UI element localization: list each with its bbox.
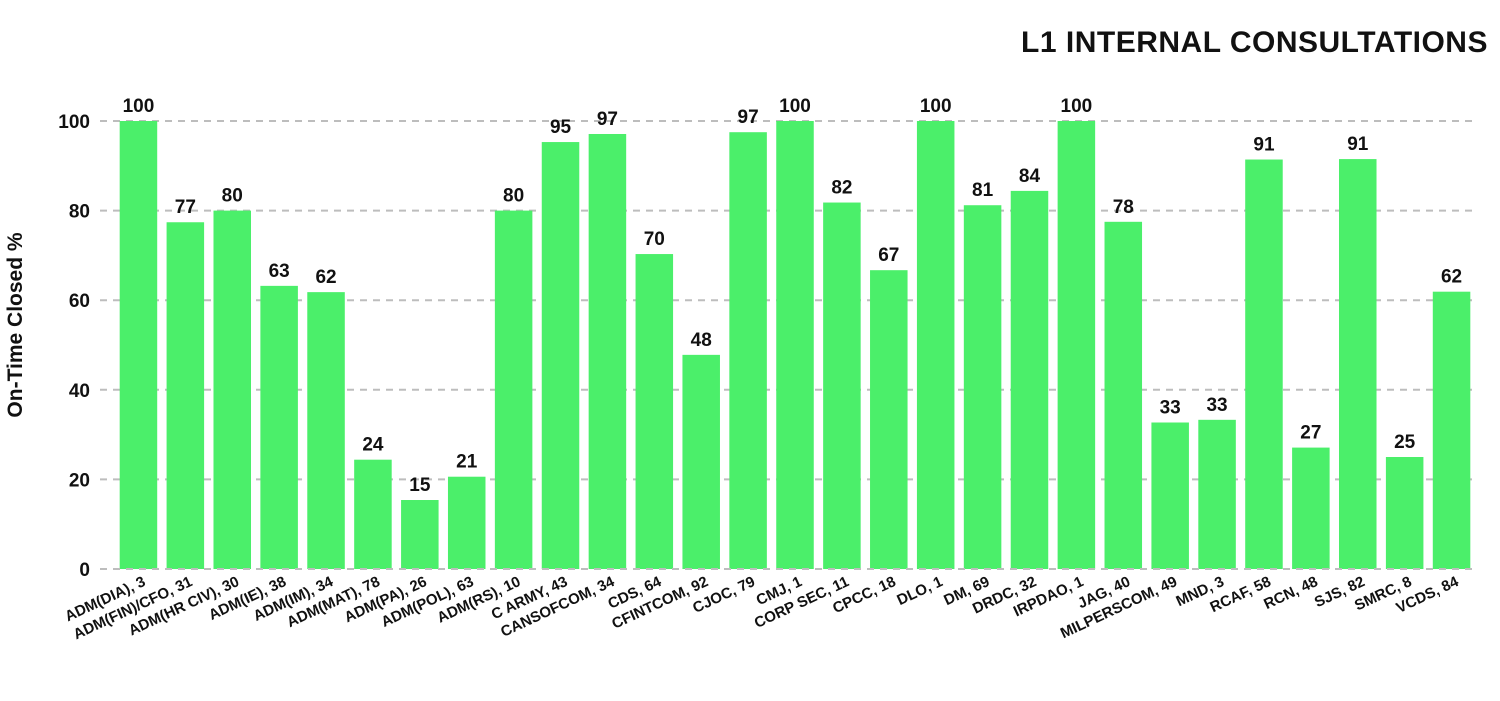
data-label: 21 (456, 452, 478, 473)
bar (1385, 457, 1424, 569)
y-tick-label: 20 (69, 470, 90, 491)
bar (119, 121, 158, 569)
data-label: 48 (691, 330, 712, 351)
y-axis-label: On-Time Closed % (4, 232, 27, 417)
data-label: 67 (878, 245, 899, 266)
y-tick-label: 60 (69, 291, 90, 312)
data-label: 63 (269, 261, 290, 282)
data-label: 100 (779, 96, 811, 117)
bar (1104, 221, 1143, 570)
data-label: 100 (920, 96, 952, 117)
data-label: 25 (1394, 432, 1416, 453)
data-label: 97 (597, 109, 618, 130)
bar (166, 222, 205, 570)
bar (963, 205, 1002, 569)
x-tick-label: DLO, 1 (894, 573, 945, 609)
data-label: 78 (1113, 197, 1134, 218)
y-tick-label: 100 (58, 112, 90, 133)
data-label: 84 (1019, 166, 1041, 187)
x-tick-label: RCN, 48 (1261, 573, 1320, 613)
y-tick-label: 80 (69, 202, 90, 223)
data-label: 80 (503, 186, 524, 207)
data-label: 100 (123, 96, 155, 117)
bar (1151, 422, 1189, 569)
bar (1339, 159, 1377, 569)
bar (307, 292, 345, 569)
data-label: 24 (362, 435, 384, 456)
chart-title: L1 INTERNAL CONSULTATIONS (1021, 26, 1488, 59)
bar (682, 354, 720, 569)
bar (776, 121, 814, 569)
bar (494, 210, 533, 569)
data-label: 97 (738, 107, 759, 128)
data-label: 27 (1300, 423, 1321, 444)
bar (729, 132, 767, 569)
data-label: 91 (1347, 134, 1369, 155)
bar (1010, 190, 1049, 569)
data-label: 82 (831, 178, 852, 199)
bar (1198, 419, 1236, 569)
bars (119, 121, 1471, 570)
bar (870, 270, 908, 569)
data-label: 33 (1160, 398, 1181, 419)
bar (541, 142, 580, 569)
bar (823, 202, 861, 569)
data-label: 95 (550, 117, 572, 138)
data-labels: 100 77 80 63 62 24 15 21 80 95 97 70 48 97 100 82 67 100 8… (123, 96, 1463, 496)
data-label: 62 (315, 267, 336, 288)
data-label: 100 (1061, 96, 1093, 117)
bar (260, 285, 298, 569)
data-label: 70 (644, 229, 665, 250)
bar (916, 121, 955, 569)
bar (1432, 291, 1471, 569)
data-label: 33 (1206, 395, 1227, 416)
data-label: 15 (409, 475, 431, 496)
bar (588, 133, 627, 569)
data-label: 81 (972, 180, 994, 201)
bar (213, 210, 251, 569)
y-tick-label: 0 (79, 560, 90, 581)
data-label: 91 (1253, 135, 1275, 156)
bar (447, 476, 486, 569)
bar (1245, 159, 1283, 569)
bar (401, 500, 439, 569)
bar (1057, 121, 1096, 569)
bar (1292, 447, 1330, 569)
data-label: 62 (1441, 267, 1462, 288)
data-label: 80 (222, 186, 243, 207)
y-tick-label: 40 (69, 381, 90, 402)
bar (354, 459, 392, 569)
data-label: 77 (175, 197, 196, 218)
bar (635, 254, 674, 569)
